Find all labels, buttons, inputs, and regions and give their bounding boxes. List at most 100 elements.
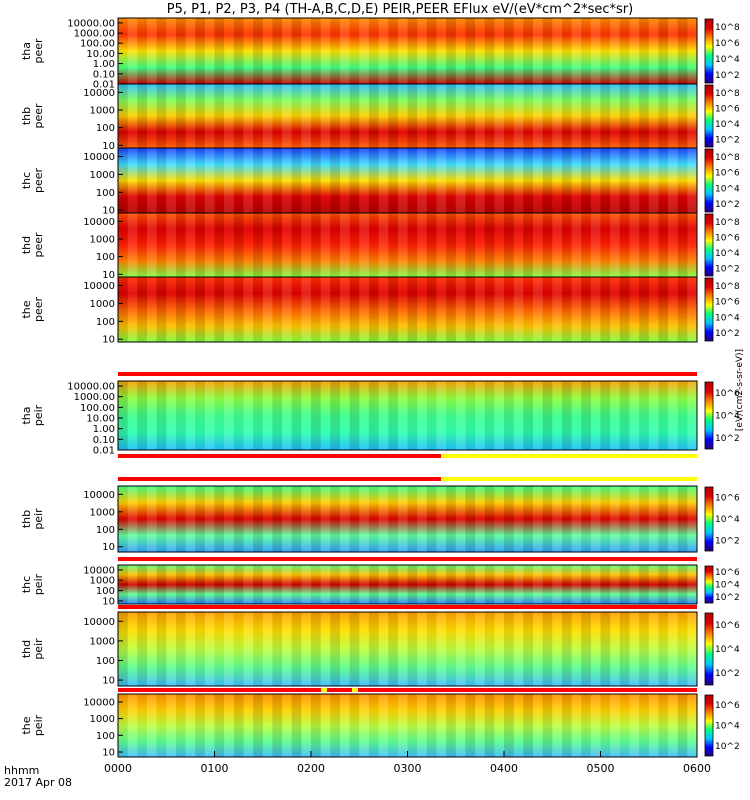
spectrogram-texture (291, 148, 302, 213)
spectrogram-texture (224, 148, 234, 213)
spectrogram-texture (301, 148, 312, 213)
spectrogram-texture (340, 612, 350, 686)
spectrogram-texture (417, 277, 427, 342)
spectrogram-texture (359, 486, 369, 552)
spectrogram-texture (156, 486, 167, 552)
spectrogram-texture (619, 565, 630, 604)
y-tick-label: 10 (102, 676, 115, 687)
spectrogram-texture (359, 612, 369, 686)
spectrogram-texture (233, 612, 244, 686)
spectrogram-texture (455, 277, 466, 342)
spectrogram-texture (320, 694, 331, 757)
colorbar-tick-label: 10^4 (715, 120, 740, 130)
spectrogram-texture (262, 565, 273, 604)
spectrogram-texture (513, 694, 524, 757)
spectrogram-texture (581, 18, 591, 84)
spectrogram-texture (581, 565, 591, 604)
y-tick-label: 100 (96, 317, 115, 328)
spectrogram-texture (204, 381, 215, 450)
spectrogram-texture (484, 612, 495, 686)
spectrogram-texture (687, 381, 698, 450)
spectrogram-texture (291, 381, 302, 450)
x-axis: 0000 0100 0200 0300 0400 0500 0600 (104, 751, 711, 775)
spectrogram-texture (214, 18, 225, 84)
spectrogram-texture (204, 612, 215, 686)
spectrogram-texture (397, 18, 408, 84)
spectrogram-texture (648, 694, 659, 757)
spectrogram-texture (513, 213, 524, 277)
status-bar (118, 372, 697, 376)
spectrogram-texture (127, 84, 138, 148)
spectrogram-texture (397, 612, 408, 686)
spectrogram-texture (272, 694, 283, 757)
spectrogram-texture (513, 148, 524, 213)
spectrogram-texture (407, 381, 418, 450)
spectrogram-texture (571, 486, 582, 552)
spectrogram-texture (465, 18, 476, 84)
spectrogram-texture (214, 694, 225, 757)
spectrogram-texture (233, 381, 244, 450)
spectrogram-texture (185, 84, 196, 148)
spectrogram-texture (658, 213, 669, 277)
spectrogram-texture (175, 381, 186, 450)
y-tick-label: 0.01 (93, 446, 115, 457)
spectrogram-texture (600, 694, 611, 757)
spectrogram-texture (233, 277, 244, 342)
spectrogram-texture (407, 18, 418, 84)
spectrogram-texture (137, 213, 147, 277)
spectrogram-texture (349, 148, 360, 213)
spectrogram-texture (639, 148, 649, 213)
spectrogram-texture (204, 277, 215, 342)
spectrogram-texture (311, 148, 321, 213)
spectrogram-texture (475, 148, 485, 213)
spectrogram-texture (320, 148, 331, 213)
spectrogram-texture (311, 84, 321, 148)
spectrogram-texture (600, 148, 611, 213)
spectrogram-texture (311, 18, 321, 84)
spectrogram-texture (204, 84, 215, 148)
spectrogram-texture (349, 277, 360, 342)
spectrogram-texture (272, 84, 283, 148)
y-tick-label: 1.00 (93, 424, 115, 435)
spectrogram-texture (475, 381, 485, 450)
spectrogram-texture (455, 148, 466, 213)
spectrogram-texture (156, 565, 167, 604)
spectrogram-texture (523, 612, 533, 686)
spectrogram-texture (195, 84, 205, 148)
spectrogram-texture (426, 381, 437, 450)
spectrogram-texture (118, 84, 128, 148)
spectrogram-texture (561, 18, 572, 84)
spectrogram-texture (610, 277, 620, 342)
spectrogram-texture (340, 694, 350, 757)
spectrogram-texture (484, 148, 495, 213)
spectrogram-texture (648, 213, 659, 277)
spectrogram-texture (243, 148, 254, 213)
spectrogram-tha_peer (118, 18, 697, 84)
spectrogram-texture (185, 612, 196, 686)
spectrogram-texture (475, 565, 485, 604)
spectrogram-texture (552, 213, 562, 277)
spectrogram-texture (677, 486, 688, 552)
spectrogram-texture (504, 84, 514, 148)
spectrogram-texture (658, 565, 669, 604)
spectrogram-texture (175, 148, 186, 213)
spectrogram-texture (233, 213, 244, 277)
spectrogram-texture (494, 213, 505, 277)
spectrogram-texture (175, 565, 186, 604)
colorbar-thd_peir (704, 612, 714, 686)
spectrogram-texture (349, 381, 360, 450)
y-tick-label: 10.00 (86, 49, 115, 60)
y-tick-label: 10000 (83, 698, 115, 709)
panel-label-instrument: peer (32, 168, 45, 194)
y-tick-label: 1000 (90, 507, 115, 518)
spectrogram-texture (426, 612, 437, 686)
spectrogram-texture (156, 213, 167, 277)
y-tick-label: 100 (96, 525, 115, 536)
spectrogram-texture (542, 18, 553, 84)
spectrogram-texture (475, 486, 485, 552)
spectrogram-texture (639, 565, 649, 604)
spectrogram-texture (291, 612, 302, 686)
spectrogram-texture (224, 486, 234, 552)
